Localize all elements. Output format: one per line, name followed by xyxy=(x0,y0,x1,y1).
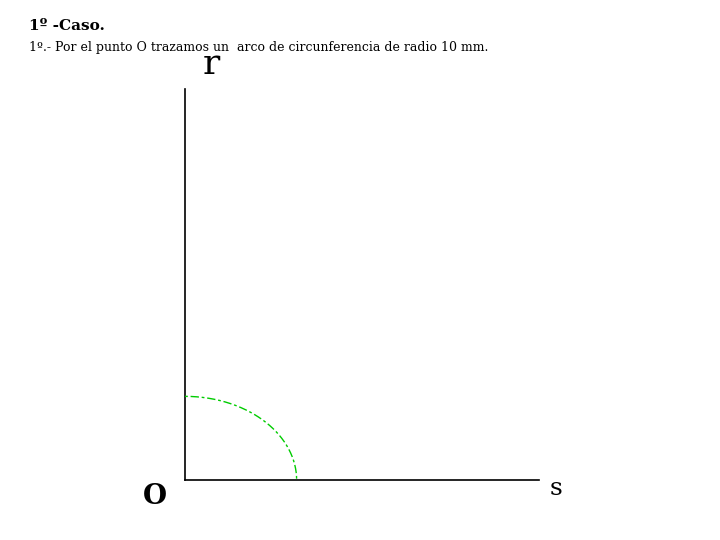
Text: s: s xyxy=(549,477,562,501)
Text: r: r xyxy=(203,47,220,81)
Text: 1º.- Por el punto O trazamos un  arco de circunferencia de radio 10 mm.: 1º.- Por el punto O trazamos un arco de … xyxy=(29,40,488,53)
Text: 1º -Caso.: 1º -Caso. xyxy=(29,19,104,33)
Text: O: O xyxy=(143,483,167,510)
